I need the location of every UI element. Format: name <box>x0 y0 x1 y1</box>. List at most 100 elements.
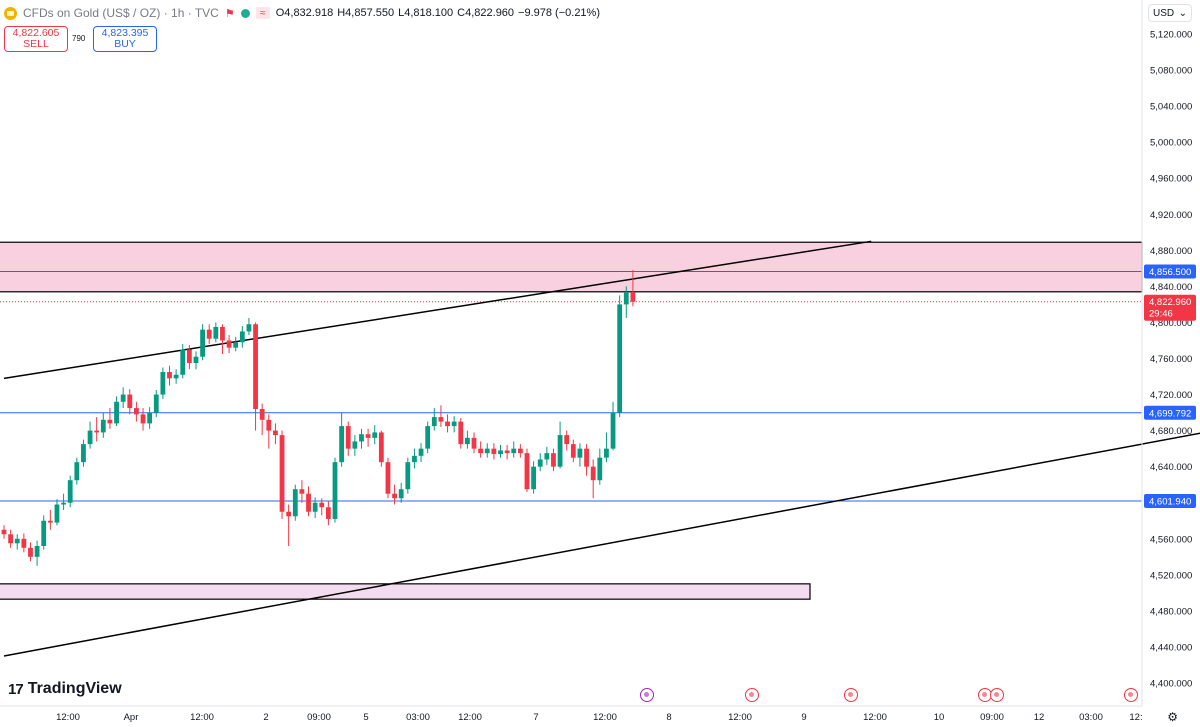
candle <box>590 466 596 481</box>
x-tick-label: 09:00 <box>980 712 1004 723</box>
candle <box>339 426 345 463</box>
y-tick-label: 5,040.000 <box>1150 102 1192 113</box>
candle <box>74 462 80 481</box>
candle <box>140 414 146 424</box>
candle <box>306 493 311 512</box>
candle <box>246 324 252 332</box>
x-tick-label: 10 <box>934 712 945 723</box>
candle <box>431 417 437 427</box>
x-tick-label: 12 <box>1034 712 1045 723</box>
currency-select[interactable]: USD ⌄ <box>1148 4 1192 22</box>
sell-price: 4,822.605 <box>12 27 60 39</box>
candle <box>551 453 556 467</box>
candle <box>193 356 199 364</box>
candle <box>312 502 318 512</box>
y-tick-label: 4,440.000 <box>1150 642 1192 653</box>
candle <box>398 489 404 499</box>
candle <box>28 547 33 557</box>
open-value: 4,832.918 <box>284 7 334 19</box>
candle <box>372 432 378 438</box>
candle <box>604 448 609 458</box>
economic-event-icon[interactable] <box>990 688 1004 702</box>
low-label: L <box>398 7 405 19</box>
gold-coin-icon <box>4 6 17 20</box>
x-tick-label: 03:00 <box>1079 712 1103 723</box>
candle <box>34 545 40 557</box>
buy-label: BUY <box>114 38 136 50</box>
candle <box>167 372 172 379</box>
candle <box>233 342 239 348</box>
candle <box>478 448 484 454</box>
candle <box>134 408 139 415</box>
candle <box>418 448 424 456</box>
sell-label: SELL <box>23 38 49 50</box>
candle <box>266 419 272 431</box>
candle <box>54 504 60 523</box>
close-label: C <box>457 7 466 19</box>
x-tick-label: 5 <box>363 712 368 723</box>
price-label: 4,822.960 <box>1149 297 1191 308</box>
candle <box>253 324 258 409</box>
candle <box>465 437 470 445</box>
gear-icon[interactable]: ⚙ <box>1167 710 1178 724</box>
candle <box>100 419 106 433</box>
candle <box>345 426 351 449</box>
candle <box>511 448 517 454</box>
y-tick-label: 4,400.000 <box>1150 679 1192 690</box>
candle <box>8 534 14 544</box>
candle <box>425 426 431 449</box>
candle <box>107 419 113 424</box>
flash-event-icon[interactable] <box>640 688 654 702</box>
close-value: 4,822.960 <box>465 7 515 19</box>
candle <box>537 459 543 467</box>
candle <box>597 457 603 481</box>
candle <box>524 453 530 490</box>
countdown-label: 29:46 <box>1149 309 1173 320</box>
candle <box>120 394 126 402</box>
x-tick-label: 12:00 <box>728 712 752 723</box>
price-label: 4,699.792 <box>1149 408 1191 419</box>
candle <box>405 462 411 490</box>
y-tick-label: 5,000.000 <box>1150 138 1192 149</box>
buy-button[interactable]: 4,823.395 BUY <box>93 26 157 52</box>
ohlc-readout: O4,832.918 H4,857.550 L4,818.100 C4,822.… <box>276 7 600 19</box>
candle <box>630 292 636 302</box>
y-tick-label: 5,120.000 <box>1150 30 1192 41</box>
x-tick-label: 12:00 <box>190 712 214 723</box>
x-tick-label: 12:00 <box>863 712 887 723</box>
flag-icon[interactable]: ⚑ <box>224 7 235 20</box>
candle <box>531 466 536 490</box>
candle <box>325 507 331 519</box>
economic-event-icon[interactable] <box>844 688 858 702</box>
candle <box>557 435 563 467</box>
x-tick-label: 12:00 <box>458 712 482 723</box>
y-tick-label: 4,560.000 <box>1150 534 1192 545</box>
buy-price: 4,823.395 <box>101 27 149 39</box>
x-tick-label: 9 <box>801 712 806 723</box>
candle <box>61 502 66 505</box>
currency-value: USD <box>1153 7 1175 19</box>
economic-event-icon[interactable] <box>1124 688 1138 702</box>
y-tick-label: 4,720.000 <box>1150 390 1192 401</box>
symbol-title[interactable]: CFDs on Gold (US$ / OZ) · 1h · TVC <box>23 6 219 20</box>
y-tick-label: 5,080.000 <box>1150 66 1192 77</box>
sell-button[interactable]: 4,822.605 SELL <box>4 26 68 52</box>
supply-zone <box>0 583 811 600</box>
wave-icon[interactable]: ≈ <box>255 7 270 19</box>
candle <box>239 331 245 343</box>
candle <box>81 444 86 463</box>
x-tick-label: 03:00 <box>406 712 430 723</box>
tradingview-logo[interactable]: 17 TradingView <box>8 680 122 698</box>
economic-event-icon[interactable] <box>745 688 759 702</box>
spread-value: 790 <box>72 34 86 43</box>
chart-header: CFDs on Gold (US$ / OZ) · 1h · TVC ⚑ ≈ O… <box>4 4 600 22</box>
candle <box>412 455 417 463</box>
candle <box>147 412 153 424</box>
candle <box>392 493 397 499</box>
candle <box>259 408 265 420</box>
price-label-box <box>1144 493 1196 508</box>
candle <box>610 412 616 449</box>
candle <box>173 374 179 379</box>
change-value: −9.978 (−0.21%) <box>518 7 600 19</box>
